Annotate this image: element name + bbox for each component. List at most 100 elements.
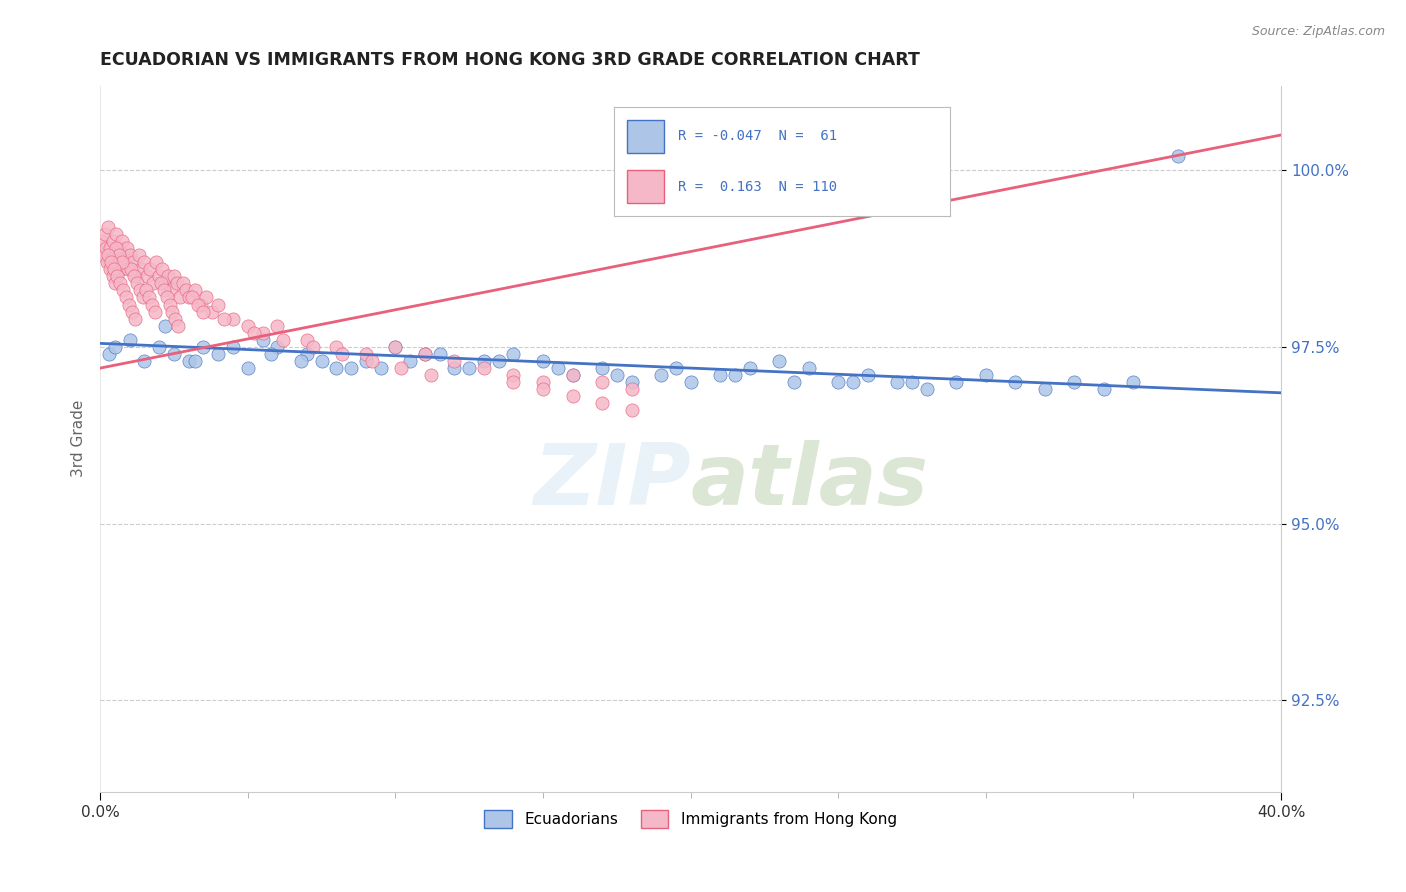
Point [112,284,135,298]
Point [134,255,156,269]
Point [163,347,186,361]
Point [104,277,127,291]
Point [886,375,908,389]
Point [91,248,114,262]
Point [124,311,146,326]
Point [295,347,318,361]
Point [96,219,118,234]
Point [301,340,323,354]
Legend: Ecuadorians, Immigrants from Hong Kong: Ecuadorians, Immigrants from Hong Kong [478,804,903,834]
Point [591,375,613,389]
Point [502,368,524,383]
Point [252,333,274,347]
Point [166,277,188,291]
Point [90,234,112,248]
Point [311,354,333,368]
Point [98,347,121,361]
Point [620,382,643,396]
Point [111,234,134,248]
Point [160,284,183,298]
Point [842,375,865,389]
Point [389,361,412,376]
Point [488,354,510,368]
Point [96,255,118,269]
Point [100,255,122,269]
Point [103,262,125,277]
Point [443,354,465,368]
Point [104,248,127,262]
Point [94,241,117,255]
Point [1004,375,1026,389]
Point [121,304,143,318]
Point [1063,375,1085,389]
Point [222,311,245,326]
Point [266,318,288,333]
Point [187,297,209,311]
Point [115,241,138,255]
Point [665,361,688,376]
Point [149,277,172,291]
Point [108,277,131,291]
Point [155,290,177,304]
Point [162,304,184,318]
Point [138,290,160,304]
Point [152,284,174,298]
Point [768,354,790,368]
Point [132,290,155,304]
Point [915,382,938,396]
Point [145,255,167,269]
Point [118,333,141,347]
Point [797,361,820,376]
Point [354,347,377,361]
Point [1167,149,1189,163]
Text: ECUADORIAN VS IMMIGRANTS FROM HONG KONG 3RD GRADE CORRELATION CHART: ECUADORIAN VS IMMIGRANTS FROM HONG KONG … [100,51,920,69]
Point [709,368,731,383]
Point [222,340,245,354]
Point [131,262,153,277]
Point [153,277,176,291]
Point [207,297,229,311]
Point [620,375,643,389]
Point [974,368,997,383]
Point [236,318,259,333]
Point [124,269,146,284]
Point [112,248,135,262]
Point [502,375,524,389]
Point [142,277,165,291]
Point [271,333,294,347]
Point [458,361,481,376]
Point [260,347,283,361]
Point [679,375,702,389]
Point [561,368,583,383]
Point [561,368,583,383]
Point [340,361,363,376]
Point [252,326,274,340]
Point [134,354,156,368]
Point [547,361,569,376]
Point [325,361,347,376]
Point [141,297,163,311]
Point [97,248,120,262]
Point [724,368,747,383]
Point [384,340,406,354]
Point [157,269,180,284]
Point [114,255,136,269]
Point [108,248,131,262]
Point [105,269,128,284]
Point [98,262,121,277]
Point [856,368,879,383]
Point [606,368,628,383]
Point [419,368,441,383]
Point [945,375,967,389]
Point [193,340,215,354]
Point [531,354,554,368]
Point [120,262,142,277]
Point [201,304,224,318]
Point [183,284,205,298]
Point [207,347,229,361]
Point [561,389,583,403]
Point [129,284,152,298]
Point [180,290,202,304]
Point [103,234,125,248]
Point [330,347,353,361]
